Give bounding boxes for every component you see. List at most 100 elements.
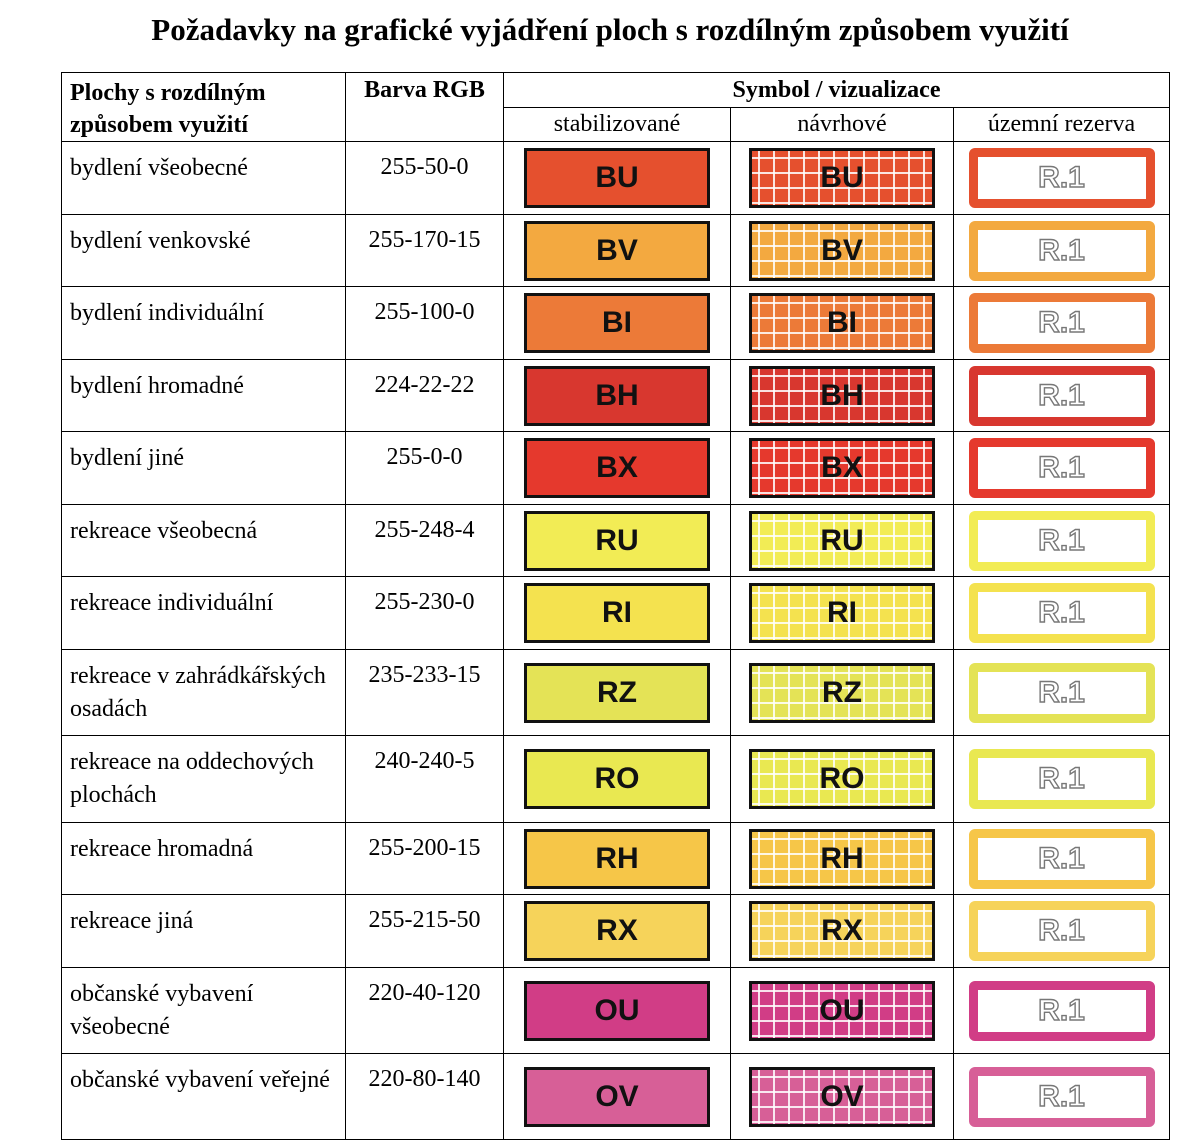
header-symbol: Symbol / vizualizace — [503, 72, 1170, 108]
land-use-name: rekreace hromadná — [61, 822, 346, 895]
stabilized-cell: RX — [503, 894, 731, 968]
reserve-swatch: R.1 — [968, 828, 1155, 889]
land-use-code: BI — [827, 306, 857, 339]
rgb-value: 235-233-15 — [345, 649, 504, 736]
land-use-name: rekreace jiná — [61, 894, 346, 968]
reserve-swatch: R.1 — [968, 749, 1155, 809]
reserve-swatch: R.1 — [968, 1066, 1155, 1127]
land-use-legend-table: Plochy s rozdílným způsobem využití Barv… — [61, 72, 1170, 1140]
land-use-code: OV — [595, 1079, 639, 1113]
reserve-cell: R.1 — [953, 359, 1170, 432]
land-use-code: BH — [820, 378, 864, 412]
land-use-code: RZ — [822, 675, 862, 709]
reserve-label: R.1 — [1037, 762, 1085, 795]
land-use-code: BH — [595, 378, 639, 412]
land-use-name: občanské vybavení veřejné — [61, 1053, 346, 1140]
reserve-cell: R.1 — [953, 214, 1170, 287]
reserve-cell: R.1 — [953, 286, 1170, 360]
table-row: bydlení hromadné 224-22-22 BH BH R.1 — [61, 359, 1170, 432]
land-use-name: bydlení individuální — [61, 286, 346, 360]
reserve-swatch: R.1 — [968, 901, 1155, 961]
reserve-label: R.1 — [1037, 993, 1085, 1027]
proposed-swatch: RO — [749, 749, 935, 809]
land-use-code: RI — [827, 596, 857, 629]
table-row: bydlení venkovské 255-170-15 BV BV R.1 — [61, 214, 1170, 287]
reserve-cell: R.1 — [953, 822, 1170, 895]
reserve-cell: R.1 — [953, 504, 1170, 577]
proposed-cell: RH — [730, 822, 954, 895]
reserve-label: R.1 — [1037, 233, 1085, 267]
reserve-cell: R.1 — [953, 894, 1170, 968]
reserve-label: R.1 — [1037, 523, 1085, 557]
table-row: rekreace na oddechových plochách 240-240-… — [61, 735, 1170, 823]
stabilized-swatch: RO — [524, 749, 710, 809]
land-use-code: BU — [595, 161, 639, 194]
land-use-code: RU — [820, 523, 864, 557]
table-row: občanské vybavení všeobecné 220-40-120 OU O… — [61, 967, 1170, 1054]
proposed-cell: RO — [730, 735, 954, 823]
land-use-name: rekreace všeobecná — [61, 504, 346, 577]
table-row: bydlení všeobecné 255-50-0 BU BU R.1 — [61, 141, 1170, 215]
reserve-cell: R.1 — [953, 1053, 1170, 1140]
reserve-label: R.1 — [1037, 378, 1085, 412]
reserve-cell: R.1 — [953, 431, 1170, 505]
legend-body: bydlení všeobecné 255-50-0 BU BU R.1 bydlení … — [61, 141, 1170, 1140]
table-row: bydlení individuální 255-100-0 BI BI R.1 — [61, 286, 1170, 360]
proposed-swatch: OV — [749, 1066, 935, 1127]
rgb-value: 224-22-22 — [345, 359, 504, 432]
land-use-code: RH — [820, 841, 864, 875]
land-use-code: RX — [596, 914, 638, 947]
land-use-code: OU — [594, 993, 640, 1027]
proposed-swatch: RH — [749, 828, 935, 889]
land-use-code: BU — [820, 161, 864, 194]
reserve-swatch: R.1 — [968, 510, 1155, 571]
reserve-label: R.1 — [1037, 675, 1085, 709]
rgb-value: 255-50-0 — [345, 141, 504, 215]
stabilized-cell: RH — [503, 822, 731, 895]
land-use-name: bydlení venkovské — [61, 214, 346, 287]
reserve-swatch: R.1 — [968, 220, 1155, 281]
proposed-swatch: OU — [749, 980, 935, 1041]
page-title: Požadavky na grafické vyjádření ploch s … — [151, 12, 1069, 47]
table-row: rekreace všeobecná 255-248-4 RU RU R.1 — [61, 504, 1170, 577]
table-row: rekreace individuální 255-230-0 RI RI R.1 — [61, 576, 1170, 650]
stabilized-cell: BV — [503, 214, 731, 287]
reserve-swatch: R.1 — [968, 980, 1155, 1041]
land-use-name: bydlení všeobecné — [61, 141, 346, 215]
reserve-swatch: R.1 — [968, 662, 1155, 723]
proposed-swatch: BI — [749, 293, 935, 353]
land-use-code: RO — [819, 762, 865, 795]
stabilized-cell: RI — [503, 576, 731, 650]
rgb-value: 255-230-0 — [345, 576, 504, 650]
stabilized-swatch: BX — [524, 438, 710, 498]
land-use-name: občanské vybavení všeobecné — [61, 967, 346, 1054]
stabilized-swatch: BV — [524, 220, 710, 281]
stabilized-cell: BX — [503, 431, 731, 505]
land-use-name: rekreace individuální — [61, 576, 346, 650]
reserve-label: R.1 — [1037, 914, 1085, 947]
stabilized-cell: OV — [503, 1053, 731, 1140]
reserve-label: R.1 — [1037, 306, 1085, 339]
proposed-cell: OV — [730, 1053, 954, 1140]
reserve-swatch: R.1 — [968, 365, 1155, 426]
proposed-cell: BV — [730, 214, 954, 287]
proposed-swatch: BX — [749, 438, 935, 498]
stabilized-swatch: BI — [524, 293, 710, 353]
proposed-cell: RI — [730, 576, 954, 650]
proposed-cell: RU — [730, 504, 954, 577]
land-use-code: BX — [596, 451, 638, 484]
subheader-reserve: územní rezerva — [953, 107, 1170, 142]
land-use-code: BI — [602, 306, 632, 339]
reserve-cell: R.1 — [953, 576, 1170, 650]
land-use-code: RU — [595, 523, 639, 557]
land-use-code: OU — [819, 993, 865, 1027]
land-use-code: RH — [595, 841, 639, 875]
reserve-swatch: R.1 — [968, 583, 1155, 643]
header-rgb: Barva RGB — [345, 72, 504, 142]
proposed-cell: BX — [730, 431, 954, 505]
stabilized-cell: BU — [503, 141, 731, 215]
stabilized-cell: RU — [503, 504, 731, 577]
reserve-swatch: R.1 — [968, 148, 1155, 208]
reserve-swatch: R.1 — [968, 293, 1155, 353]
land-use-name: bydlení jiné — [61, 431, 346, 505]
